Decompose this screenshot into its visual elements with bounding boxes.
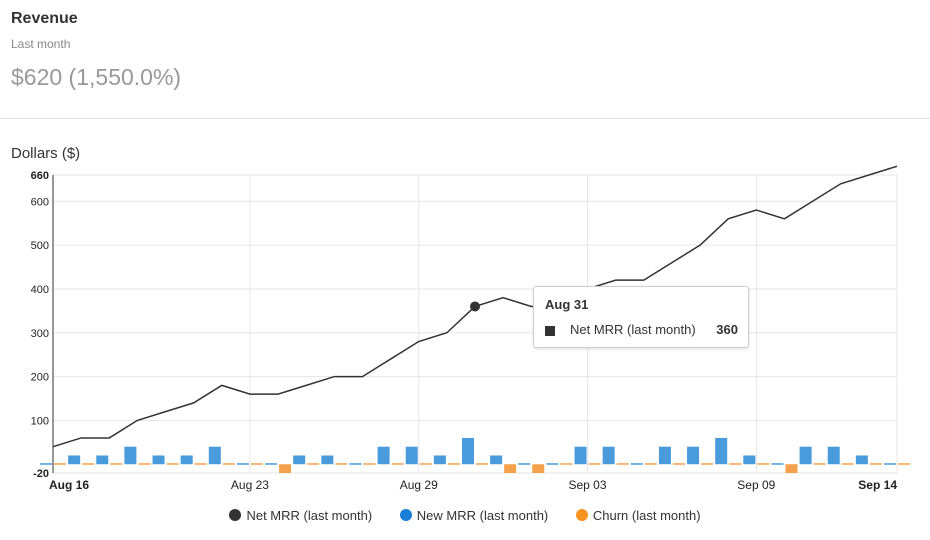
churn-bar xyxy=(869,463,882,465)
new-mrr-bar xyxy=(715,437,728,465)
new-mrr-bar xyxy=(40,463,52,465)
tooltip-date: Aug 31 xyxy=(545,297,589,312)
churn-bar xyxy=(307,463,320,465)
x-tick-label: Sep 09 xyxy=(737,478,775,492)
legend-label: New MRR (last month) xyxy=(416,508,549,523)
legend-dot-icon xyxy=(229,509,242,521)
legend-item-new-mrr[interactable]: New MRR (last month) xyxy=(399,508,549,523)
header-divider xyxy=(0,118,930,119)
new-mrr-bar xyxy=(152,455,165,465)
new-mrr-bar xyxy=(658,446,671,465)
new-mrr-bar xyxy=(602,446,615,465)
new-mrr-bar xyxy=(377,446,390,465)
churn-bar xyxy=(110,463,123,465)
new-mrr-bar xyxy=(208,446,221,465)
churn-bar xyxy=(701,463,714,465)
y-tick-label: 200 xyxy=(31,372,49,384)
new-mrr-bar xyxy=(574,446,587,465)
churn-bar xyxy=(419,463,432,465)
churn-bar xyxy=(616,463,629,465)
churn-bar xyxy=(898,463,910,465)
churn-bar xyxy=(532,464,545,473)
churn-bar xyxy=(813,463,826,465)
legend-item-net-mrr[interactable]: Net MRR (last month) xyxy=(229,508,372,523)
churn-bar xyxy=(447,463,460,465)
x-tick-label: Aug 29 xyxy=(400,478,438,492)
churn-bar xyxy=(644,463,657,465)
churn-bar xyxy=(222,463,235,465)
tooltip-series-marker xyxy=(545,326,555,336)
tooltip-value: 360 xyxy=(716,322,738,337)
churn-bar xyxy=(672,463,685,465)
new-mrr-bar xyxy=(855,455,868,465)
new-mrr-bar xyxy=(321,455,334,465)
y-tick-label: 300 xyxy=(31,328,49,340)
churn-bar xyxy=(363,463,376,465)
x-tick-label: Aug 23 xyxy=(231,478,269,492)
x-tick-label: Sep 03 xyxy=(569,478,607,492)
churn-bar xyxy=(757,463,770,465)
new-mrr-bar xyxy=(546,463,559,465)
new-mrr-bar xyxy=(827,446,840,465)
churn-bar xyxy=(250,463,263,465)
y-tick-label: 600 xyxy=(31,196,49,208)
new-mrr-bar xyxy=(630,463,643,465)
churn-bar xyxy=(194,463,207,465)
new-mrr-bar xyxy=(433,455,446,465)
legend-dot-icon xyxy=(399,509,412,521)
churn-bar xyxy=(785,464,798,473)
new-mrr-bar xyxy=(124,446,137,465)
revenue-chart[interactable]: -20 100 200 300 400 500 600 660 Aug 16 Aug 23 Aug … xyxy=(0,160,930,500)
new-mrr-bar xyxy=(265,463,278,465)
new-mrr-bar xyxy=(462,437,474,465)
y-tick-label: -20 xyxy=(33,468,49,480)
y-axis-title: Dollars ($) xyxy=(11,145,81,162)
legend-label: Net MRR (last month) xyxy=(246,508,373,523)
churn-bar xyxy=(504,464,517,473)
churn-bar xyxy=(54,463,66,465)
new-mrr-bar xyxy=(96,455,109,465)
x-tick-label: Aug 16 xyxy=(49,478,89,492)
legend-label: Churn (last month) xyxy=(592,508,701,523)
new-mrr-bar xyxy=(687,446,700,465)
churn-bar xyxy=(138,463,151,465)
churn-bar xyxy=(391,463,404,465)
tooltip-series-name: Net MRR (last month) xyxy=(570,322,696,337)
new-mrr-bar xyxy=(884,463,896,465)
new-mrr-bar xyxy=(743,455,756,465)
churn-bar xyxy=(476,463,488,465)
new-mrr-bar xyxy=(518,463,531,465)
new-mrr-bar xyxy=(349,463,362,465)
churn-bar xyxy=(279,464,292,473)
churn-bar xyxy=(729,463,742,465)
churn-bar xyxy=(588,463,601,465)
churn-bar xyxy=(335,463,348,465)
new-mrr-bar xyxy=(405,446,418,465)
new-mrr-bar xyxy=(236,463,249,465)
y-tick-label: 400 xyxy=(31,284,49,296)
new-mrr-bar xyxy=(490,455,503,465)
churn-bar xyxy=(166,463,179,465)
x-tick-label: Sep 14 xyxy=(858,478,897,492)
new-mrr-bar xyxy=(293,455,306,465)
y-tick-label: 100 xyxy=(31,415,49,427)
chart-legend: Net MRR (last month) New MRR (last month… xyxy=(0,508,930,523)
legend-item-churn[interactable]: Churn (last month) xyxy=(575,508,701,523)
churn-bar xyxy=(82,463,95,465)
widget-subtitle: Last month xyxy=(11,37,71,51)
y-tick-label: 660 xyxy=(31,170,49,182)
legend-dot-icon xyxy=(575,509,588,521)
net-mrr-hover-point xyxy=(470,301,480,312)
summary-value: $620 (1,550.0%) xyxy=(11,64,182,90)
new-mrr-bar xyxy=(771,463,784,465)
new-mrr-bar xyxy=(180,455,193,465)
new-mrr-bar xyxy=(68,455,81,465)
churn-bar xyxy=(560,463,573,465)
widget-title: Revenue xyxy=(11,10,78,27)
y-tick-label: 500 xyxy=(31,240,49,252)
chart-tooltip: Aug 31 Net MRR (last month) 360 xyxy=(533,286,749,348)
new-mrr-bar xyxy=(799,446,812,465)
churn-bar xyxy=(841,463,854,465)
